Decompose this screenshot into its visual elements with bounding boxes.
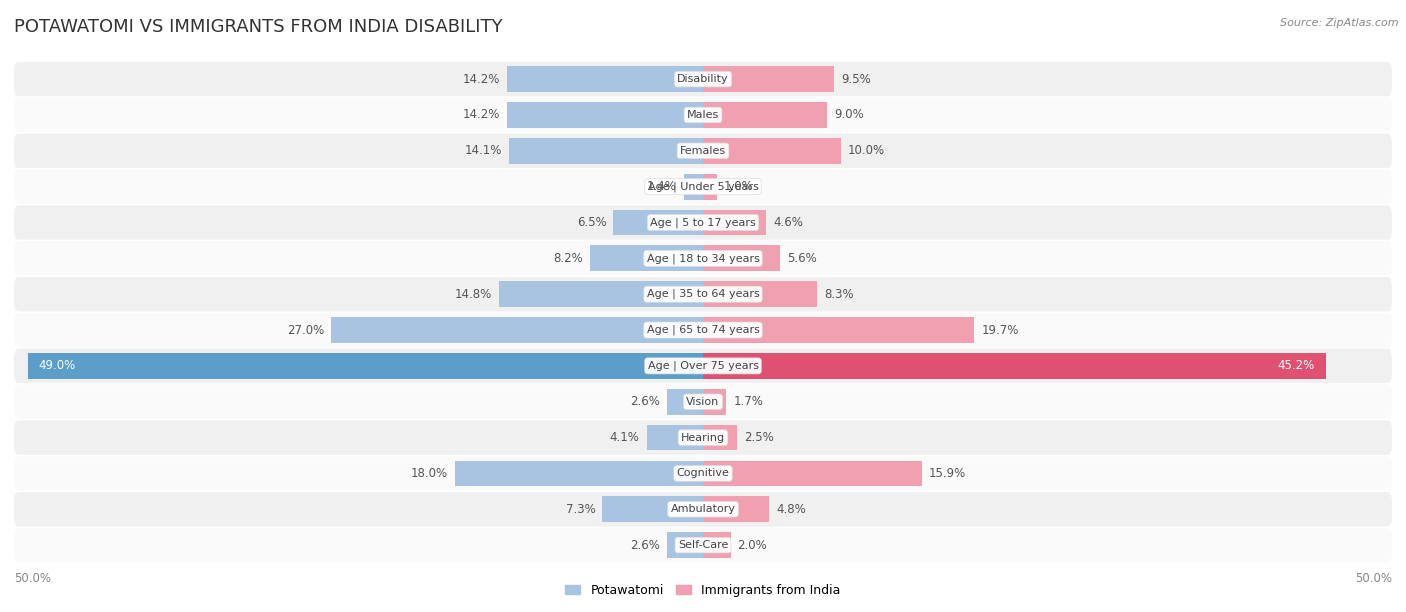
Text: 15.9%: 15.9%	[929, 467, 966, 480]
Text: 9.5%: 9.5%	[841, 73, 870, 86]
Bar	[703, 66, 834, 92]
Text: 7.3%: 7.3%	[565, 503, 596, 516]
Bar	[703, 174, 717, 200]
Text: 50.0%: 50.0%	[1355, 572, 1392, 585]
FancyBboxPatch shape	[14, 170, 1392, 204]
Bar	[509, 138, 703, 164]
Text: 14.2%: 14.2%	[463, 108, 501, 121]
Text: Ambulatory: Ambulatory	[671, 504, 735, 514]
Bar	[703, 245, 780, 271]
Bar	[330, 317, 703, 343]
Bar	[28, 353, 703, 379]
Text: 2.0%: 2.0%	[738, 539, 768, 551]
FancyBboxPatch shape	[14, 528, 1392, 562]
FancyBboxPatch shape	[14, 277, 1392, 312]
Text: 50.0%: 50.0%	[14, 572, 51, 585]
Text: Hearing: Hearing	[681, 433, 725, 442]
Bar	[508, 102, 703, 128]
Legend: Potawatomi, Immigrants from India: Potawatomi, Immigrants from India	[565, 584, 841, 597]
Text: Males: Males	[688, 110, 718, 120]
Text: 8.3%: 8.3%	[824, 288, 853, 300]
Bar	[683, 174, 703, 200]
Text: 2.6%: 2.6%	[630, 395, 661, 408]
Text: 18.0%: 18.0%	[411, 467, 449, 480]
Bar	[703, 138, 841, 164]
Text: 1.0%: 1.0%	[724, 180, 754, 193]
Text: 27.0%: 27.0%	[287, 324, 323, 337]
Text: 2.5%: 2.5%	[744, 431, 775, 444]
Text: Self-Care: Self-Care	[678, 540, 728, 550]
Bar	[703, 389, 727, 415]
FancyBboxPatch shape	[14, 98, 1392, 132]
Bar	[703, 102, 827, 128]
Bar	[703, 353, 1326, 379]
Text: Age | Over 75 years: Age | Over 75 years	[648, 360, 758, 371]
Text: 49.0%: 49.0%	[39, 359, 76, 372]
Text: Age | 18 to 34 years: Age | 18 to 34 years	[647, 253, 759, 264]
Bar	[508, 66, 703, 92]
Bar	[703, 460, 922, 487]
Text: 14.2%: 14.2%	[463, 73, 501, 86]
Text: POTAWATOMI VS IMMIGRANTS FROM INDIA DISABILITY: POTAWATOMI VS IMMIGRANTS FROM INDIA DISA…	[14, 18, 503, 36]
Text: 14.1%: 14.1%	[464, 144, 502, 157]
Text: 4.8%: 4.8%	[776, 503, 806, 516]
Text: 14.8%: 14.8%	[456, 288, 492, 300]
Bar	[668, 532, 703, 558]
Text: 10.0%: 10.0%	[848, 144, 884, 157]
Text: 4.1%: 4.1%	[610, 431, 640, 444]
Text: 2.6%: 2.6%	[630, 539, 661, 551]
Text: Females: Females	[681, 146, 725, 156]
Bar	[703, 209, 766, 236]
Bar	[613, 209, 703, 236]
Text: 6.5%: 6.5%	[576, 216, 606, 229]
FancyBboxPatch shape	[14, 133, 1392, 168]
FancyBboxPatch shape	[14, 349, 1392, 383]
Bar	[647, 425, 703, 450]
FancyBboxPatch shape	[14, 62, 1392, 96]
FancyBboxPatch shape	[14, 205, 1392, 240]
Bar	[591, 245, 703, 271]
Text: Cognitive: Cognitive	[676, 468, 730, 479]
Bar	[703, 496, 769, 522]
Bar	[668, 389, 703, 415]
Text: Age | Under 5 years: Age | Under 5 years	[648, 181, 758, 192]
FancyBboxPatch shape	[14, 313, 1392, 347]
Text: 9.0%: 9.0%	[834, 108, 863, 121]
FancyBboxPatch shape	[14, 420, 1392, 455]
Bar	[602, 496, 703, 522]
Bar	[703, 282, 817, 307]
Text: 45.2%: 45.2%	[1278, 359, 1315, 372]
Text: 4.6%: 4.6%	[773, 216, 803, 229]
Text: Disability: Disability	[678, 74, 728, 84]
Bar	[703, 425, 738, 450]
Text: 19.7%: 19.7%	[981, 324, 1019, 337]
Text: Age | 5 to 17 years: Age | 5 to 17 years	[650, 217, 756, 228]
FancyBboxPatch shape	[14, 492, 1392, 526]
FancyBboxPatch shape	[14, 384, 1392, 419]
Bar	[703, 317, 974, 343]
Text: Source: ZipAtlas.com: Source: ZipAtlas.com	[1281, 18, 1399, 28]
Text: Age | 65 to 74 years: Age | 65 to 74 years	[647, 325, 759, 335]
FancyBboxPatch shape	[14, 241, 1392, 275]
Text: 1.7%: 1.7%	[734, 395, 763, 408]
Bar	[499, 282, 703, 307]
Bar	[703, 532, 731, 558]
Text: 8.2%: 8.2%	[554, 252, 583, 265]
Text: 5.6%: 5.6%	[787, 252, 817, 265]
Bar	[456, 460, 703, 487]
Text: Vision: Vision	[686, 397, 720, 407]
FancyBboxPatch shape	[14, 456, 1392, 491]
Text: Age | 35 to 64 years: Age | 35 to 64 years	[647, 289, 759, 299]
Text: 1.4%: 1.4%	[647, 180, 676, 193]
